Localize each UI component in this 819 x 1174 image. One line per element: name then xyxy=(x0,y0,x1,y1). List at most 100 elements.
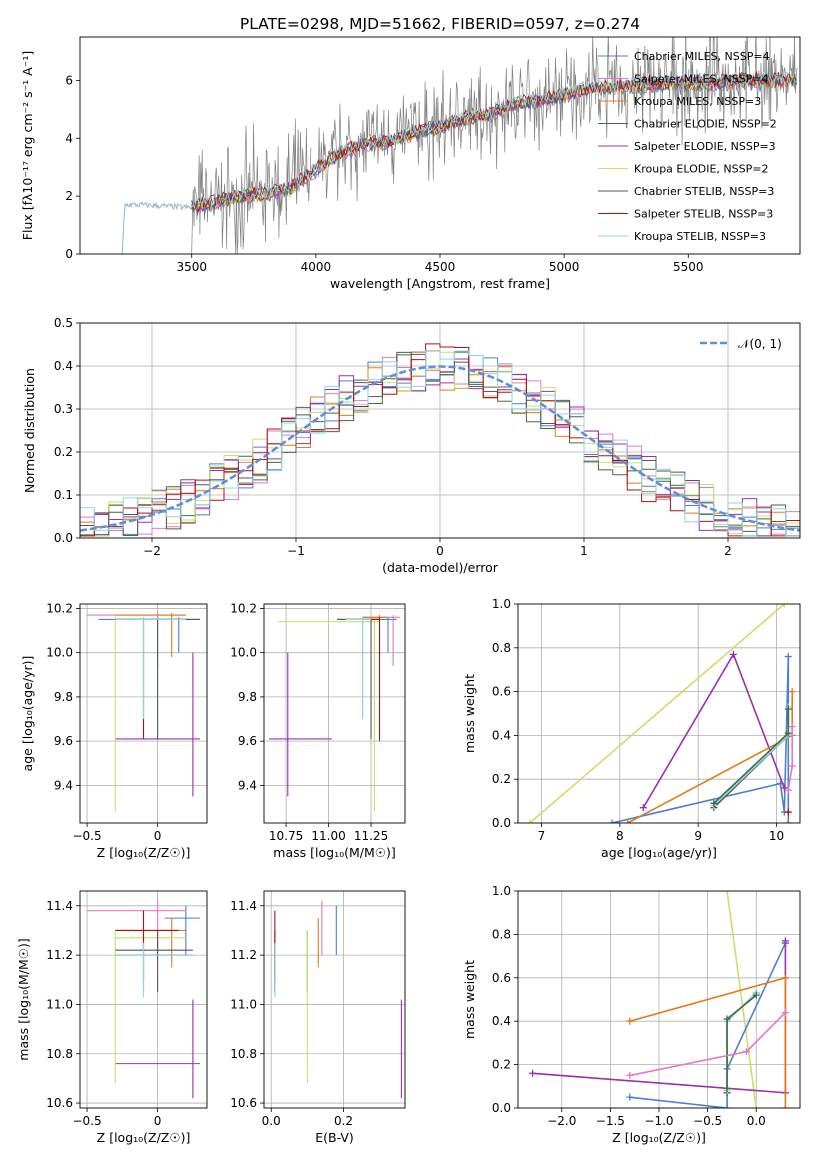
weight-marker xyxy=(723,1084,731,1092)
y-tick-label: 11.2 xyxy=(230,948,257,962)
y-axis-label: mass weight xyxy=(462,674,477,753)
legend-label: Salpeter ELODIE, NSSP=3 xyxy=(634,140,776,153)
weight-marker xyxy=(788,762,796,770)
y-tick-label: 0.2 xyxy=(492,1058,511,1072)
x-axis-label: mass [log₁₀(M/M☉)] xyxy=(273,845,395,860)
mass_vs_ebv-panel: 0.0 0.2 10.6 10.8 11.0 11.2 11.4 E(B-V) xyxy=(230,890,406,1145)
y-tick-label: 4 xyxy=(65,131,73,145)
weight-marker xyxy=(639,804,647,812)
x-tick-label: −1.5 xyxy=(596,1114,625,1128)
y-tick-label: 10.6 xyxy=(230,1096,257,1110)
y-tick-label: 11.0 xyxy=(230,997,257,1011)
spectrum-frame xyxy=(79,36,801,255)
weight_vs_Z-frame xyxy=(517,890,801,1109)
y-tick-label: 10.0 xyxy=(46,646,73,660)
y-tick-label: 0.3 xyxy=(54,402,73,416)
legend-label: Chabrier MILES, NSSP=4 xyxy=(634,50,770,63)
model-spectrum-line xyxy=(191,72,797,211)
model-spectrum-blue xyxy=(121,201,193,254)
x-tick-label: −1 xyxy=(287,544,305,558)
y-tick-label: 1.0 xyxy=(492,597,511,611)
weight_vs_age-plot-area xyxy=(518,604,800,823)
y-tick-label: 10.2 xyxy=(46,601,73,615)
x-tick-label: −2 xyxy=(143,544,161,558)
x-tick-label: 0 xyxy=(154,829,162,843)
legend-label: Chabrier ELODIE, NSSP=2 xyxy=(634,118,777,131)
mass_vs_ebv-frame xyxy=(263,890,406,1109)
weight-marker xyxy=(608,819,616,823)
weight-marker xyxy=(743,1048,751,1056)
age_vs_mass-panel: 10.75 11.00 11.25 9.4 9.6 9.8 10.0 10.2 mass [lo… xyxy=(230,601,406,860)
residuals-panel: −2 −1 0 1 2 0.0 0.1 0.2 0.3 0.4 0.5 (data-model)/er… xyxy=(22,316,801,575)
weight-marker xyxy=(784,729,792,737)
weight-marker xyxy=(626,1071,634,1079)
y-tick-label: 1.0 xyxy=(492,884,511,898)
spectrum-plot-area xyxy=(121,37,798,254)
x-tick-label: 11.00 xyxy=(311,829,345,843)
age_vs_Z-frame xyxy=(79,603,208,824)
residuals-plot-area xyxy=(80,323,800,538)
mass_vs_Z-frame xyxy=(79,890,208,1109)
x-tick-label: −2.0 xyxy=(547,1114,576,1128)
y-tick-label: 2 xyxy=(65,189,73,203)
weight-marker xyxy=(624,819,632,823)
weight-marker xyxy=(723,1015,731,1023)
x-axis-label: E(B-V) xyxy=(315,1130,354,1145)
age_vs_mass-frame xyxy=(263,603,406,824)
weight-marker xyxy=(788,723,796,731)
x-tick-label: 10.75 xyxy=(269,829,303,843)
x-tick-label: 0 xyxy=(154,1114,162,1128)
weight_vs_age-frame xyxy=(517,603,801,824)
weight-marker xyxy=(784,808,792,816)
y-axis-label: age [log₁₀(age/yr)] xyxy=(20,656,35,772)
y-tick-label: 0.8 xyxy=(492,641,511,655)
histogram-step xyxy=(80,343,800,538)
weight-marker xyxy=(723,891,731,895)
model-spectrum-line xyxy=(191,70,797,210)
x-tick-label: 5000 xyxy=(549,260,580,274)
weight-marker xyxy=(781,974,789,982)
weight-marker xyxy=(529,1069,537,1077)
weight-marker xyxy=(784,819,792,823)
histogram-step xyxy=(80,350,800,538)
weight-marker xyxy=(626,1093,634,1101)
y-tick-label: 10.6 xyxy=(46,1096,73,1110)
y-tick-label: 10.2 xyxy=(230,601,257,615)
x-axis-label: (data-model)/error xyxy=(382,560,499,575)
x-tick-label: 2 xyxy=(724,544,732,558)
y-tick-label: 0.0 xyxy=(54,531,73,545)
legend-label: Salpeter MILES, NSSP=4 xyxy=(634,73,768,86)
y-tick-label: 11.2 xyxy=(46,948,73,962)
x-axis-label: Z [log₁₀(Z/Z☉)] xyxy=(97,1130,191,1145)
y-tick-label: 0.0 xyxy=(492,1101,511,1115)
legend-label: Kroupa STELIB, NSSP=3 xyxy=(634,230,766,243)
weight_vs_Z-plot-area xyxy=(518,891,800,1108)
weight-marker xyxy=(723,1104,731,1108)
y-tick-label: 10.8 xyxy=(230,1047,257,1061)
weight-line xyxy=(726,891,757,1108)
mass_vs_ebv-plot-area xyxy=(264,891,405,1108)
spectrum-panel: 3500 4000 4500 5000 5500 0 2 4 6 wavelength [Angs… xyxy=(20,36,801,291)
legend-label: Kroupa MILES, NSSP=3 xyxy=(634,95,761,108)
y-tick-label: 0.4 xyxy=(492,1014,511,1028)
x-tick-label: −0.5 xyxy=(693,1114,722,1128)
y-tick-label: 0.2 xyxy=(54,445,73,459)
legend-label: 𝒩(0, 1) xyxy=(738,337,782,351)
weight_vs_age-panel: 7 8 9 10 0.0 0.2 0.4 0.6 0.8 1.0 age [log₁₀(age/yr… xyxy=(462,597,801,860)
x-tick-label: 4000 xyxy=(301,260,332,274)
x-tick-label: 7 xyxy=(538,829,546,843)
weight-marker xyxy=(729,650,737,658)
weight-line xyxy=(529,604,785,823)
weight-line xyxy=(642,652,786,809)
spectrum-legend: Chabrier MILES, NSSP=4 Salpeter MILES, NS… xyxy=(598,50,777,243)
y-axis-label: mass weight xyxy=(462,960,477,1039)
figure-title: PLATE=0298, MJD=51662, FIBERID=0597, z=0… xyxy=(240,15,640,33)
y-tick-label: 0.5 xyxy=(54,316,73,330)
y-axis-label: mass [log₁₀(M/M☉)] xyxy=(16,938,31,1060)
weight-marker xyxy=(710,799,718,807)
y-tick-label: 11.4 xyxy=(230,899,257,913)
weight-marker xyxy=(626,1017,634,1025)
y-tick-label: 9.6 xyxy=(238,734,257,748)
weight-line xyxy=(627,691,793,823)
